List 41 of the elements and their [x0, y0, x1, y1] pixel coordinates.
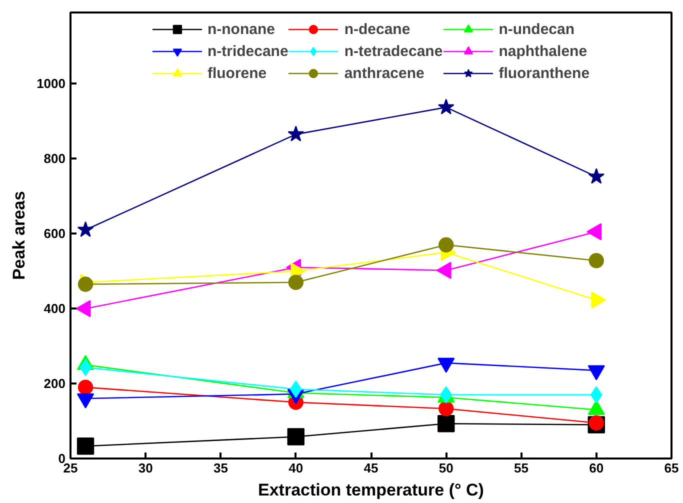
x-tick-label: 60 — [589, 460, 604, 476]
point — [288, 274, 304, 290]
x-tick-label: 45 — [364, 460, 378, 476]
point — [78, 276, 94, 292]
x-tick-label: 50 — [438, 460, 454, 476]
point — [588, 168, 605, 184]
x-tick-label: 65 — [664, 460, 679, 476]
x-axis-title: Extraction temperature (° C) — [258, 480, 484, 500]
legend-label: fluorene — [207, 64, 267, 84]
point — [78, 380, 94, 395]
point — [290, 380, 302, 398]
x-tick-label: 40 — [288, 460, 304, 476]
legend-label: n-nonane — [207, 20, 275, 40]
point — [438, 237, 454, 252]
x-tick-label: 55 — [514, 460, 528, 476]
point — [438, 401, 454, 416]
y-tick-label: 400 — [44, 301, 66, 316]
y-tick-label: 600 — [44, 226, 66, 242]
legend-label: naphthalene — [498, 42, 588, 62]
point — [440, 386, 452, 404]
legend-label: n-decane — [344, 20, 410, 40]
y-axis-title: Peak areas — [10, 191, 29, 280]
y-tick-label: 1000 — [36, 76, 66, 92]
x-tick-label: 35 — [214, 460, 228, 476]
point — [588, 253, 604, 268]
legend-label: n-tetradecane — [344, 42, 443, 62]
legend-label: anthracene — [344, 64, 424, 84]
point — [588, 415, 604, 430]
point — [438, 415, 455, 432]
y-tick-label: 200 — [44, 376, 66, 392]
y-tick-label: 800 — [44, 151, 66, 166]
legend-label: n-undecan — [498, 20, 575, 40]
point — [590, 386, 602, 404]
legend-label: n-tridecane — [207, 42, 288, 62]
point — [438, 98, 454, 114]
point — [76, 438, 94, 455]
point — [287, 428, 304, 446]
point — [77, 221, 94, 237]
x-tick-label: 30 — [138, 460, 153, 476]
point — [288, 126, 304, 142]
legend-label: fluoranthene — [498, 64, 590, 84]
